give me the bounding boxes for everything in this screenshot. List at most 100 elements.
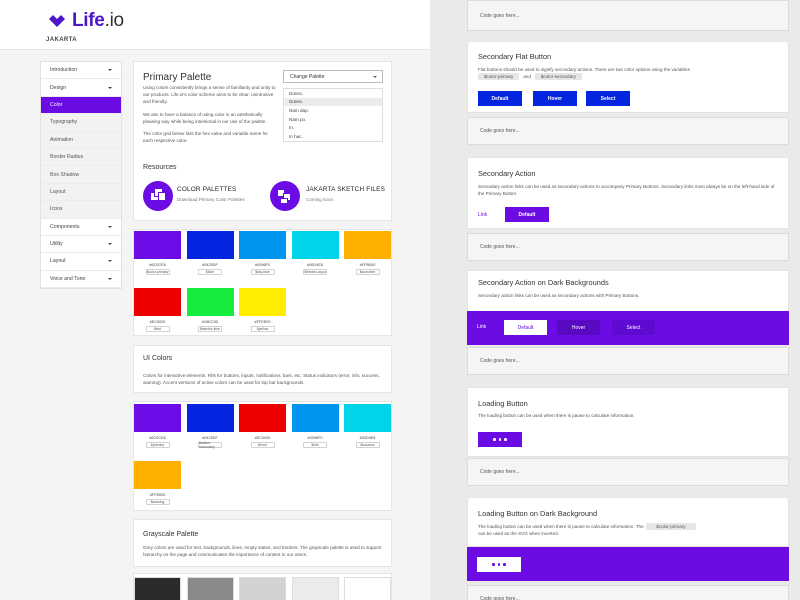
loading-button-text: The loading button can be used when ther…: [478, 413, 635, 418]
swatch-color: [344, 231, 391, 259]
grayscale-card: Grayscale Palette Grey colors are used f…: [133, 519, 392, 567]
swatch-color: [239, 231, 286, 259]
resources-title: Resources: [143, 164, 177, 171]
code-block[interactable]: Code goes here...: [467, 347, 789, 375]
swatch-variable: $blue: [198, 269, 222, 275]
code-block[interactable]: Code goes here...: [467, 458, 789, 486]
dark-default-button[interactable]: Default: [504, 320, 547, 335]
secondary-action-text: Secondary action links can be used as se…: [478, 184, 775, 196]
code-block[interactable]: Code goes here...: [467, 585, 789, 600]
code-block[interactable]: Code goes here...: [467, 117, 789, 145]
chevron-down-icon: [108, 260, 112, 263]
sidebar-item-label: Components: [50, 223, 80, 230]
swatch-color: [344, 404, 391, 432]
swatch-variable: $action-secondary: [198, 441, 222, 449]
sidebar-nav: Introduction Design Color Typography Animati…: [40, 61, 122, 290]
sidebar-item-typography[interactable]: Typography: [41, 114, 121, 132]
sidebar-item-label: Border Radius: [50, 154, 84, 161]
color-palettes-sub: Download Primary Color Palettes: [177, 197, 245, 202]
sidebar-item-utility[interactable]: Utility: [41, 236, 121, 254]
swatch-color: [186, 288, 234, 316]
chevron-down-icon: [373, 76, 377, 78]
loading-dark-card: Loading Button on Dark Background The lo…: [467, 497, 789, 547]
loading-inverted-button[interactable]: [477, 557, 521, 572]
ui-colors-text: Colors for interactive elements. Fills f…: [143, 373, 380, 385]
swatch-color: [134, 288, 181, 316]
swatch-hex: #00D4E8: [359, 436, 376, 440]
code-block[interactable]: Code goes here...: [467, 233, 789, 261]
sidebar-item-box-shadow[interactable]: Box Shadow: [41, 166, 121, 184]
loading-dark-title: Loading Button on Dark Background: [478, 509, 598, 518]
flat-default-button[interactable]: Default: [478, 91, 522, 106]
dropdown-value: Change Palette: [290, 73, 325, 80]
grayscale-swatch[interactable]: [344, 577, 391, 600]
sidebar-item-label: Color: [50, 101, 63, 108]
swatch-variable: $error: [250, 442, 275, 448]
sidebar-item-label: Layout: [50, 188, 66, 195]
sidebar-item-voice-and-tone[interactable]: Voice and Tone: [41, 271, 121, 289]
ui-colors-card: UI Colors Colors for interactive element…: [133, 345, 392, 393]
color-primary-chip: $color-primary: [478, 73, 520, 80]
color-palettes-link[interactable]: COLOR PALETTES: [177, 186, 237, 193]
secondary-action-link[interactable]: Link: [478, 212, 488, 218]
primary-palette-title: Primary Palette: [143, 72, 212, 83]
palette-option[interactable]: In hac.: [289, 133, 303, 139]
dark-link[interactable]: Link: [477, 324, 487, 330]
sidebar-item-border-radius[interactable]: Border Radius: [41, 148, 121, 167]
swatch-color: [291, 231, 339, 259]
dark-select-button[interactable]: Select: [612, 320, 655, 335]
sketch-files-icon[interactable]: [270, 181, 300, 211]
loading-button-card: Loading Button The loading button can be…: [467, 387, 789, 457]
grayscale-swatch[interactable]: [186, 577, 234, 600]
loading-button[interactable]: [478, 432, 522, 447]
color-palettes-icon[interactable]: [143, 181, 173, 211]
swatch-variable: $warning: [145, 499, 170, 505]
sidebar-item-design[interactable]: Design: [41, 79, 121, 97]
chevron-down-icon: [108, 243, 112, 246]
sidebar-item-animation[interactable]: Animation: [41, 131, 121, 149]
palette-option[interactable]: Nam po.: [289, 116, 307, 122]
flat-hover-button[interactable]: Hover: [533, 91, 577, 106]
palette-option[interactable]: Nam dap.: [289, 107, 309, 113]
secondary-action-title: Secondary Action: [478, 169, 536, 178]
sidebar-item-label: Typography: [50, 119, 78, 126]
secondary-dark-text: Secondary action links can be used as se…: [478, 293, 640, 298]
sidebar-item-layout[interactable]: Layout: [41, 183, 121, 202]
palette-option[interactable]: In.: [289, 125, 295, 131]
sidebar-item-introduction[interactable]: Introduction: [41, 62, 121, 80]
secondary-dark-title: Secondary Action on Dark Backgrounds: [478, 278, 609, 287]
components-right-panel: Code goes here... Secondary Flat Button …: [430, 0, 800, 600]
sidebar-item-icons[interactable]: Icons: [41, 201, 121, 219]
primary-palette-grid-note: The color grid below lists the hex value…: [143, 131, 268, 143]
grayscale-swatch[interactable]: [291, 577, 339, 600]
sidebar-item-color[interactable]: Color: [41, 96, 121, 115]
flat-select-button[interactable]: Select: [586, 91, 630, 106]
secondary-flat-title: Secondary Flat Button: [478, 52, 552, 61]
primary-palette-balance: We aim to have a balance of using color …: [143, 112, 267, 124]
palette-option[interactable]: Donec.: [284, 97, 382, 107]
grayscale-swatch[interactable]: [134, 577, 181, 600]
palette-option[interactable]: Donec.: [289, 90, 304, 96]
secondary-flat-text: Flat buttons should be used to signify s…: [478, 67, 690, 80]
sidebar-item-label: Icons: [50, 206, 63, 213]
dark-hover-button[interactable]: Hover: [557, 320, 600, 335]
secondary-action-default-button[interactable]: Default: [505, 207, 549, 222]
swatch-color: [186, 231, 234, 259]
secondary-action-card: Secondary Action Secondary action links …: [467, 157, 789, 229]
swatch-hex: #FFB000: [149, 493, 166, 497]
brand-name: Life.io: [72, 10, 124, 31]
sidebar-item-layout[interactable]: Layout: [41, 253, 121, 271]
swatch-hex: #6C0CE6: [149, 436, 166, 440]
primary-palette-intro: Using colors consistently brings a sense…: [143, 85, 276, 104]
swatch-hex: #0425DF: [202, 263, 218, 267]
sidebar-item-label: Layout: [50, 258, 66, 265]
swatch-color: [134, 231, 181, 259]
brand-logo[interactable]: Life.io: [46, 10, 124, 32]
change-palette-dropdown[interactable]: Change Palette: [283, 70, 383, 83]
grayscale-swatch[interactable]: [239, 577, 286, 600]
code-block[interactable]: Code goes here...: [467, 0, 789, 31]
sketch-files-link[interactable]: JAKARTA SKETCH FILES: [306, 186, 386, 193]
swatch-variable: $sky-blue: [250, 269, 275, 275]
swatch-color: [134, 461, 181, 489]
sidebar-item-components[interactable]: Components: [41, 219, 121, 236]
